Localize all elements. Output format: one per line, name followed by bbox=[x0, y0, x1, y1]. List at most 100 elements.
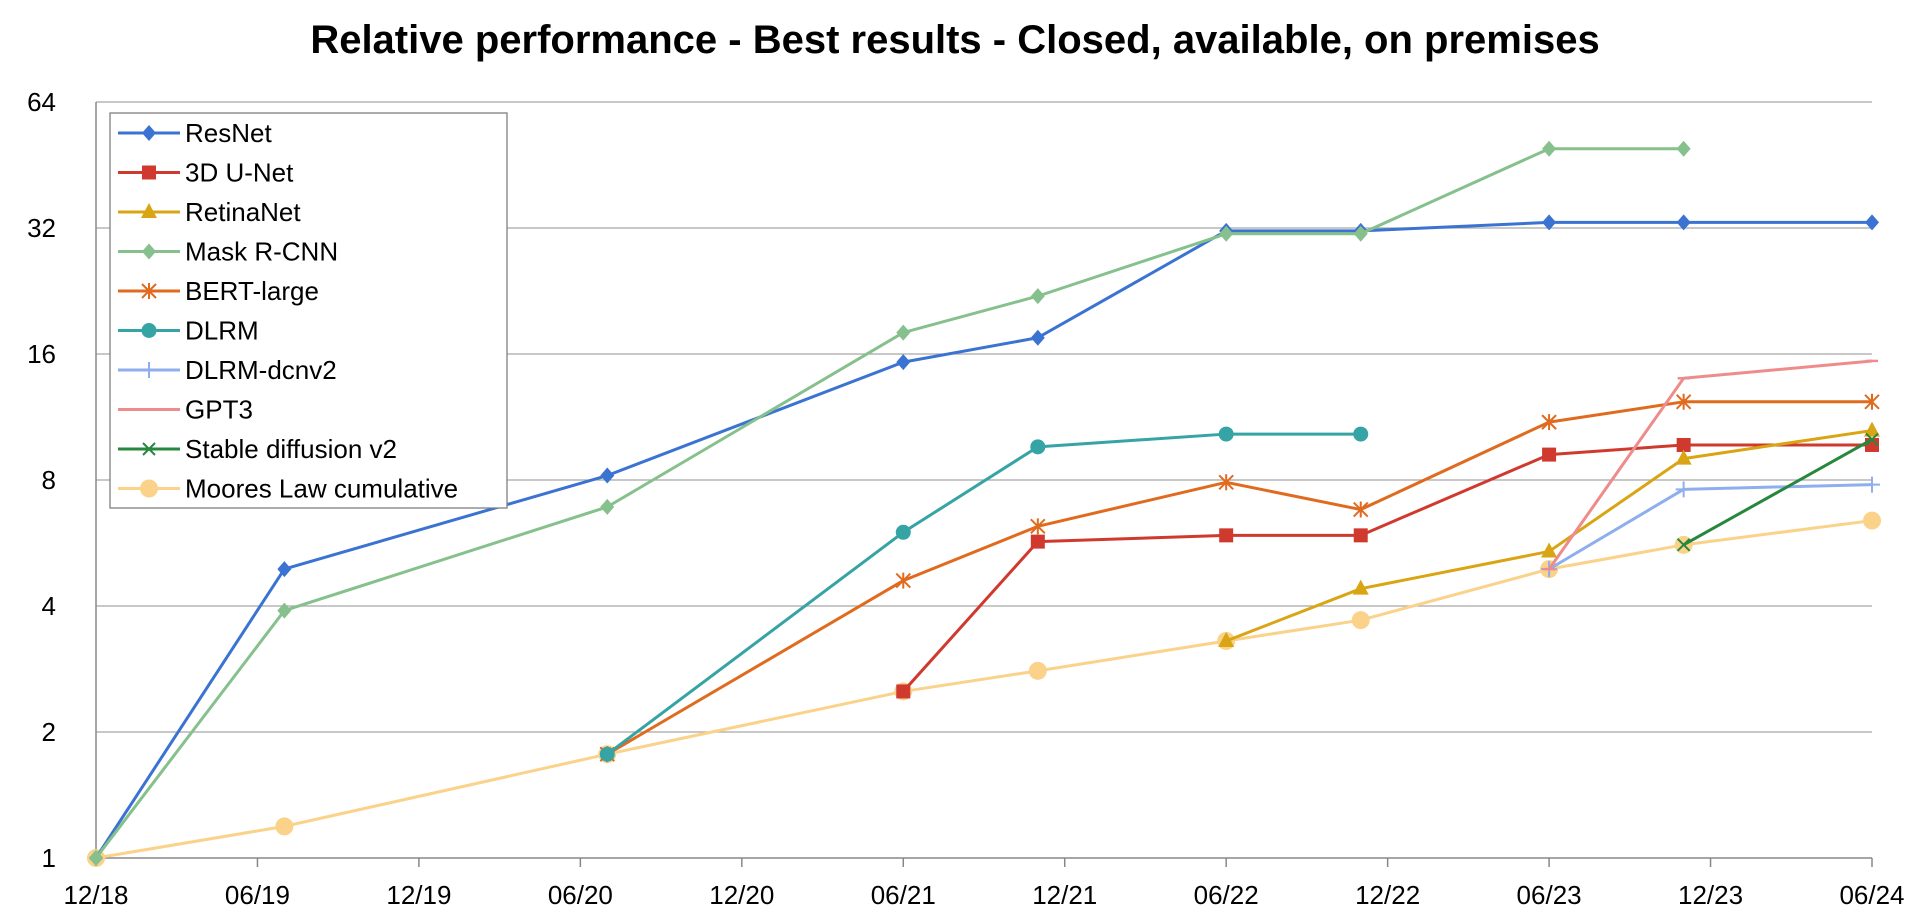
data-point-moores-law-cumulative bbox=[275, 817, 294, 836]
data-point-moores-law-cumulative bbox=[1863, 511, 1881, 530]
y-tick-label: 8 bbox=[42, 465, 56, 495]
legend-item-mask-r-cnn: Mask R-CNN bbox=[118, 237, 338, 267]
legend-marker bbox=[141, 283, 157, 299]
legend-marker bbox=[141, 362, 157, 378]
data-point-dlrm bbox=[1353, 426, 1369, 442]
series-line-stable-diffusion-v2 bbox=[1682, 438, 1873, 547]
legend-item-moores-law-cumulative: Moores Law cumulative bbox=[118, 474, 458, 504]
legend-item-3d-u-net: 3D U-Net bbox=[118, 158, 294, 188]
data-point-resnet bbox=[1030, 329, 1045, 346]
x-tick-label: 12/18 bbox=[63, 880, 128, 910]
data-point-mask-r-cnn bbox=[1030, 288, 1045, 305]
legend-box bbox=[109, 112, 508, 509]
plot-series bbox=[87, 140, 1881, 867]
data-point-bert-large bbox=[1675, 393, 1692, 410]
data-point-dlrm-dcnv2 bbox=[1864, 476, 1880, 493]
data-point-dlrm-dcnv2 bbox=[1675, 481, 1692, 498]
legend-label: DLRM-dcnv2 bbox=[185, 355, 337, 385]
data-point-mask-r-cnn bbox=[1542, 140, 1557, 157]
data-point-bert-large bbox=[1218, 474, 1234, 491]
legend-label: BERT-large bbox=[185, 276, 319, 306]
y-tick-label: 4 bbox=[42, 591, 56, 621]
data-point-resnet bbox=[277, 561, 292, 578]
legend-marker bbox=[142, 125, 156, 141]
legend-label: ResNet bbox=[185, 118, 272, 148]
data-point-dlrm bbox=[1218, 426, 1234, 442]
y-tick-label: 1 bbox=[42, 843, 56, 873]
legend-label: Mask R-CNN bbox=[185, 237, 338, 267]
legend-item-dlrm-dcnv2: DLRM-dcnv2 bbox=[118, 355, 337, 385]
series-line-bert-large bbox=[606, 400, 1872, 756]
y-tick-label: 2 bbox=[42, 717, 56, 747]
data-point-3d-u-net bbox=[896, 684, 911, 699]
axes: 1 2 4 8 16 32 64 12/18 06/19 12/19 06/20 12/20 06/21… bbox=[27, 87, 1904, 910]
series-moores-law-cumulative bbox=[87, 511, 1881, 867]
series-retinanet bbox=[1218, 421, 1880, 647]
data-point-bert-large bbox=[1541, 414, 1557, 431]
data-point-dlrm bbox=[599, 746, 615, 762]
data-point-mask-r-cnn bbox=[1676, 140, 1691, 157]
x-tick-label: 12/19 bbox=[386, 880, 451, 910]
x-tick-label: 06/22 bbox=[1194, 880, 1259, 910]
legend: ResNet 3D U-Net RetinaNet Mask R-CNN BERT-la… bbox=[109, 112, 508, 509]
legend-item-gpt3: GPT3 bbox=[118, 395, 253, 425]
data-point-dlrm bbox=[1030, 439, 1046, 455]
data-point-mask-r-cnn bbox=[896, 324, 911, 341]
legend-item-retinanet: RetinaNet bbox=[118, 197, 301, 227]
y-tick-label: 32 bbox=[27, 213, 56, 243]
series-line-dlrm bbox=[606, 432, 1361, 756]
series-mask-r-cnn bbox=[89, 140, 1691, 866]
data-point-retinanet bbox=[1218, 631, 1235, 647]
data-point-mask-r-cnn bbox=[1353, 225, 1368, 242]
y-tick-label: 64 bbox=[27, 87, 56, 117]
legend-marker bbox=[142, 442, 156, 456]
x-tick-label: 12/21 bbox=[1032, 880, 1097, 910]
legend-item-dlrm: DLRM bbox=[118, 316, 259, 346]
legend-marker bbox=[141, 323, 157, 338]
data-point-dlrm bbox=[895, 524, 911, 540]
chart-title: Relative performance - Best results - Cl… bbox=[310, 18, 1600, 62]
data-point-bert-large bbox=[1353, 501, 1369, 518]
x-tick-label: 12/22 bbox=[1355, 880, 1420, 910]
x-tick-label: 06/19 bbox=[225, 880, 290, 910]
series-line-3d-u-net bbox=[902, 443, 1872, 693]
legend-marker bbox=[141, 203, 157, 218]
x-tick-label: 12/23 bbox=[1678, 880, 1743, 910]
data-point-stable-diffusion-v2 bbox=[1676, 538, 1691, 552]
data-point-retinanet bbox=[1864, 421, 1880, 437]
legend-label: Moores Law cumulative bbox=[185, 474, 458, 504]
x-tick-label: 06/23 bbox=[1517, 880, 1582, 910]
data-point-stable-diffusion-v2 bbox=[1865, 432, 1879, 447]
x-tick-label: 12/20 bbox=[709, 880, 774, 910]
data-point-resnet bbox=[896, 354, 911, 371]
x-tick-label: 06/24 bbox=[1839, 880, 1904, 910]
legend-label: RetinaNet bbox=[185, 197, 301, 227]
legend-item-resnet: ResNet bbox=[118, 118, 272, 148]
data-point-moores-law-cumulative bbox=[1351, 611, 1370, 630]
data-point-3d-u-net bbox=[1030, 534, 1045, 549]
data-point-mask-r-cnn bbox=[89, 850, 103, 866]
legend-item-stable-diffusion-v2: Stable diffusion v2 bbox=[118, 434, 397, 464]
data-point-retinanet bbox=[1541, 542, 1558, 558]
series-gpt3 bbox=[1543, 359, 1878, 571]
data-point-3d-u-net bbox=[1219, 528, 1234, 543]
data-point-3d-u-net bbox=[1353, 528, 1368, 543]
series-dlrm bbox=[599, 426, 1369, 762]
data-point-mask-r-cnn bbox=[277, 602, 292, 619]
data-point-bert-large bbox=[1030, 518, 1046, 535]
legend-marker bbox=[142, 243, 156, 260]
data-point-3d-u-net bbox=[1676, 437, 1691, 452]
series-3d-u-net bbox=[896, 437, 1879, 699]
series-stable-diffusion-v2 bbox=[1676, 432, 1879, 552]
data-point-3d-u-net bbox=[1542, 447, 1557, 462]
legend-label: GPT3 bbox=[185, 395, 253, 425]
x-tick-label: 06/21 bbox=[871, 880, 936, 910]
data-point-moores-law-cumulative bbox=[1028, 661, 1047, 680]
data-point-resnet bbox=[1865, 214, 1879, 231]
data-point-bert-large bbox=[895, 572, 911, 589]
y-tick-label: 16 bbox=[27, 339, 56, 369]
legend-item-bert-large: BERT-large bbox=[118, 276, 319, 306]
data-point-resnet bbox=[1542, 214, 1557, 231]
data-point-retinanet bbox=[1352, 579, 1369, 595]
